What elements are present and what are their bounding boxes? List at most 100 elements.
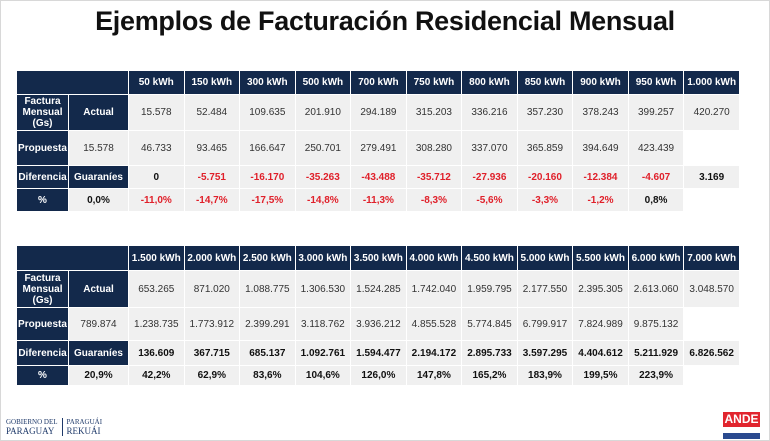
value-cell: 1.092.761 bbox=[294, 340, 352, 366]
column-header: 2.000 kWh bbox=[183, 245, 241, 271]
value-cell: 15.578 bbox=[128, 94, 185, 131]
row-label-actual: Actual bbox=[68, 94, 129, 131]
value-cell: 15.578 bbox=[68, 130, 129, 166]
value-cell: 0,8% bbox=[627, 188, 685, 212]
value-cell: 4.404.612 bbox=[572, 340, 629, 366]
table-row-actual: Factura Mensual (Gs) Actual 15.578 52.484 10… bbox=[16, 94, 740, 131]
column-header: 5.000 kWh bbox=[516, 245, 574, 271]
value-cell: 308.280 bbox=[405, 130, 463, 166]
value-cell: -5.751 bbox=[183, 165, 241, 189]
row-label-propuesta: Propuesta bbox=[16, 130, 69, 166]
value-cell: 183,9% bbox=[516, 365, 574, 386]
row-group-diferencia: Diferencia bbox=[16, 340, 69, 366]
value-cell: 1.742.040 bbox=[405, 270, 463, 308]
value-cell: 653.265 bbox=[128, 270, 185, 308]
row-group-factura: Factura Mensual (Gs) bbox=[16, 94, 69, 131]
value-cell: 789.874 bbox=[68, 307, 129, 341]
value-cell: 2.399.291 bbox=[239, 307, 296, 341]
value-cell: 20,9% bbox=[68, 365, 129, 386]
value-cell: 5.211.929 bbox=[627, 340, 685, 366]
value-cell: 3.936.212 bbox=[350, 307, 407, 341]
page-title: Ejemplos de Facturación Residencial Mens… bbox=[95, 6, 675, 36]
value-cell: 2.613.060 bbox=[627, 270, 685, 308]
value-cell: 104,6% bbox=[294, 365, 352, 386]
value-cell: 0,0% bbox=[68, 188, 129, 212]
value-cell: 1.524.285 bbox=[350, 270, 407, 308]
column-header: 1.000 kWh bbox=[683, 70, 740, 95]
column-header: 6.000 kWh bbox=[627, 245, 685, 271]
value-cell: 5.774.845 bbox=[461, 307, 518, 341]
table-row-guaranies: Diferencia Guaraníes 0 -5.751 -16.170 -35.263… bbox=[16, 165, 740, 189]
value-cell: 357.230 bbox=[516, 94, 574, 131]
column-header: 50 kWh bbox=[128, 70, 185, 95]
column-header: 4.500 kWh bbox=[461, 245, 518, 271]
value-cell: 2.177.550 bbox=[516, 270, 574, 308]
gobierno-paraguay-logo: GOBIERNO DEL PARAGUAY PARAGUÁI REKUÁI bbox=[6, 418, 103, 436]
value-cell: 0 bbox=[128, 165, 185, 189]
value-cell: 294.189 bbox=[350, 94, 407, 131]
value-cell: 147,8% bbox=[405, 365, 463, 386]
value-cell: 3.118.762 bbox=[294, 307, 352, 341]
value-cell: 93.465 bbox=[183, 130, 241, 166]
table-row-propuesta: Propuesta 15.578 46.733 93.465 166.647 250.70… bbox=[16, 130, 740, 166]
value-cell: 6.799.917 bbox=[516, 307, 574, 341]
value-cell: 4.855.528 bbox=[405, 307, 463, 341]
column-header: 3.000 kWh bbox=[294, 245, 352, 271]
value-cell: 1.238.735 bbox=[128, 307, 185, 341]
value-cell: 7.824.989 bbox=[572, 307, 629, 341]
value-cell: 336.216 bbox=[461, 94, 518, 131]
column-header: 2.500 kWh bbox=[239, 245, 296, 271]
value-cell: 365.859 bbox=[516, 130, 574, 166]
row-label-percent: % bbox=[16, 188, 69, 212]
value-cell: -4.607 bbox=[627, 165, 685, 189]
column-header: 7.000 kWh bbox=[683, 245, 740, 271]
value-cell: 166.647 bbox=[239, 130, 296, 166]
value-cell: 46.733 bbox=[128, 130, 185, 166]
value-cell: -1,2% bbox=[572, 188, 629, 212]
value-cell: -14,8% bbox=[294, 188, 352, 212]
value-cell: -14,7% bbox=[183, 188, 241, 212]
row-group-diferencia: Diferencia bbox=[16, 165, 69, 189]
table-row-actual: Factura Mensual (Gs) Actual 653.265 871.020… bbox=[16, 270, 740, 308]
value-cell: 62,9% bbox=[183, 365, 241, 386]
billing-table-low: 50 kWh 150 kWh 300 kWh 500 kWh 700 kWh 750 kW… bbox=[16, 70, 740, 212]
value-cell: -16.170 bbox=[239, 165, 296, 189]
row-group-factura: Factura Mensual (Gs) bbox=[16, 270, 69, 308]
value-cell: 199,5% bbox=[572, 365, 629, 386]
column-header: 750 kWh bbox=[405, 70, 463, 95]
value-cell: 2.895.733 bbox=[461, 340, 518, 366]
row-label-guaranies: Guaraníes bbox=[68, 340, 129, 366]
value-cell: 315.203 bbox=[405, 94, 463, 131]
table-row-guaranies: Diferencia Guaraníes 136.609 367.715 685.137… bbox=[16, 340, 740, 366]
value-cell: -11,3% bbox=[350, 188, 407, 212]
column-header: 850 kWh bbox=[516, 70, 574, 95]
column-header: 3.500 kWh bbox=[350, 245, 407, 271]
value-cell: 42,2% bbox=[128, 365, 185, 386]
value-cell: 3.597.295 bbox=[516, 340, 574, 366]
value-cell: 1.773.912 bbox=[183, 307, 241, 341]
column-header: 300 kWh bbox=[239, 70, 296, 95]
value-cell: -35.263 bbox=[294, 165, 352, 189]
column-header: 500 kWh bbox=[294, 70, 352, 95]
value-cell: 109.635 bbox=[239, 94, 296, 131]
value-cell: 2.194.172 bbox=[405, 340, 463, 366]
value-cell: 378.243 bbox=[572, 94, 629, 131]
value-cell: 1.594.477 bbox=[350, 340, 407, 366]
column-header: 700 kWh bbox=[350, 70, 407, 95]
column-header: 150 kWh bbox=[183, 70, 241, 95]
ande-logo: ANDE bbox=[723, 412, 760, 439]
value-cell: 279.491 bbox=[350, 130, 407, 166]
value-cell: -8,3% bbox=[405, 188, 463, 212]
table-row-propuesta: Propuesta 789.874 1.238.735 1.773.912 2.399.… bbox=[16, 307, 740, 341]
value-cell: 394.649 bbox=[572, 130, 629, 166]
value-cell: -43.488 bbox=[350, 165, 407, 189]
value-cell: -5,6% bbox=[461, 188, 518, 212]
value-cell: 52.484 bbox=[183, 94, 241, 131]
value-cell: -17,5% bbox=[239, 188, 296, 212]
value-cell: 126,0% bbox=[350, 365, 407, 386]
value-cell: 399.257 bbox=[627, 94, 685, 131]
value-cell: 1.959.795 bbox=[461, 270, 518, 308]
value-cell: -3,3% bbox=[516, 188, 574, 212]
corner-cell bbox=[16, 245, 129, 271]
value-cell: 83,6% bbox=[239, 365, 296, 386]
